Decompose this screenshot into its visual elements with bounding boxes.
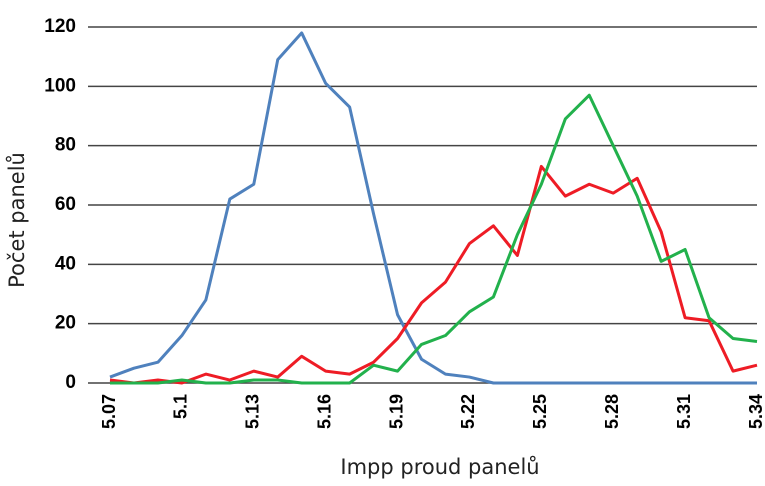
y-tick-label: 120 bbox=[44, 16, 76, 37]
y-tick-label: 80 bbox=[55, 135, 76, 156]
x-tick-label: 5.07 bbox=[99, 394, 119, 429]
x-tick-label: 5.28 bbox=[602, 394, 622, 429]
x-axis-title: Impp proud panelů bbox=[340, 455, 539, 479]
x-tick-label: 5.31 bbox=[674, 394, 694, 429]
x-tick-label: 5.1 bbox=[171, 394, 191, 419]
line-series bbox=[110, 93, 758, 385]
y-tick-label: 40 bbox=[55, 253, 76, 274]
line-series bbox=[109, 31, 757, 385]
y-axis-title: Počet panelů bbox=[5, 152, 29, 288]
x-tick-label: 5.19 bbox=[386, 394, 406, 429]
y-tick-label: 60 bbox=[55, 194, 76, 215]
x-tick-label: 5.34 bbox=[746, 394, 765, 429]
x-tick-label: 5.16 bbox=[314, 394, 334, 429]
line-series bbox=[109, 164, 758, 385]
y-tick-label: 20 bbox=[55, 313, 76, 334]
x-tick-label: 5.25 bbox=[530, 394, 550, 429]
y-tick-label: 0 bbox=[65, 372, 76, 393]
x-tick-label: 5.22 bbox=[458, 394, 478, 429]
y-tick-label: 100 bbox=[44, 75, 76, 96]
x-tick-label: 5.13 bbox=[243, 394, 263, 429]
